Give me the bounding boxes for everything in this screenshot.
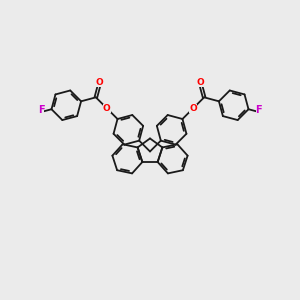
Text: F: F [256, 105, 262, 115]
Text: O: O [189, 104, 197, 113]
Text: F: F [38, 105, 44, 115]
Text: O: O [103, 104, 111, 113]
Text: O: O [196, 78, 204, 87]
Text: O: O [96, 78, 104, 87]
